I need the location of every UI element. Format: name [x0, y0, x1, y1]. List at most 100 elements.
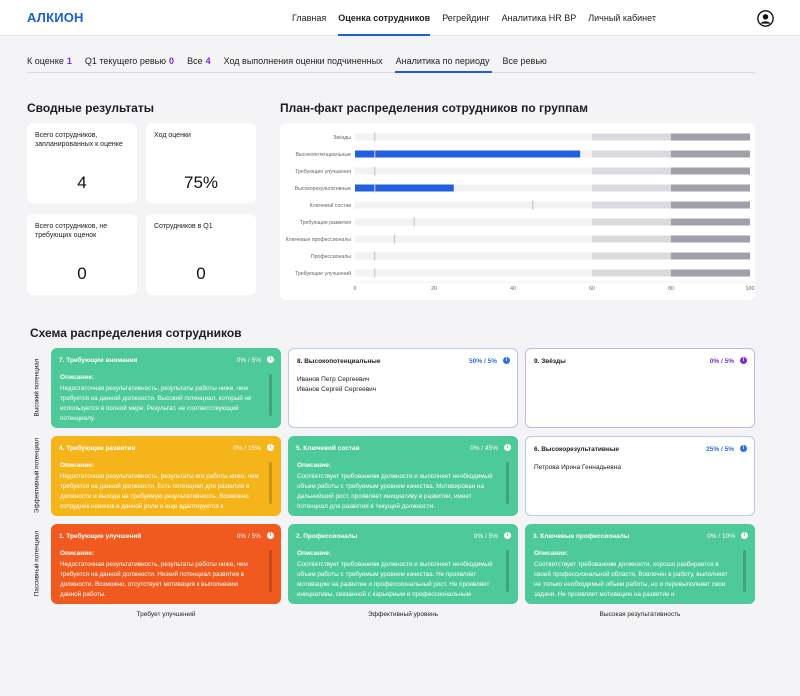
band-high	[671, 133, 750, 141]
employee-name[interactable]: Петрова Ирина Геннадьевна	[534, 464, 621, 471]
grid-cell[interactable]: 8. Высокопотенциальные 50% / 5% i Иванов Пе…	[288, 348, 518, 428]
y-tick-label: Высокопотенциальные	[295, 152, 351, 158]
nav-item-regrading[interactable]: Регрейдинг	[442, 13, 490, 23]
stat-value: 75%	[183, 173, 219, 192]
employee-list: Иванов Петр Сергеевич Иванов Сергей Серге…	[297, 375, 376, 395]
stat-card-progress: Ход оценки 75%	[146, 123, 256, 203]
y-tick-label: Высокорезультативные	[295, 186, 351, 192]
bar	[355, 150, 581, 158]
tab-all[interactable]: Все 4	[187, 50, 211, 72]
tab-all-reviews[interactable]: Все ревью	[503, 50, 547, 72]
band-mid	[592, 235, 671, 243]
row-label: Эффективный потенциал	[33, 437, 41, 514]
stat-value: 0	[196, 264, 206, 283]
cell-title: 2. Профессионалы	[296, 533, 358, 540]
grid-cell[interactable]: 7. Требующие внимания 0% / 5% i Описание: Не…	[51, 348, 281, 428]
x-tick-label: 80	[668, 286, 674, 292]
grid-cell[interactable]: 6. Высокорезультативные 25% / 5% i Петрова …	[525, 436, 755, 516]
grid-cell[interactable]: 9. Звёзды 0% / 5% i	[525, 348, 755, 428]
y-tick-label: Ключевые профессионалы	[286, 237, 352, 243]
tab-count-badge: 0	[169, 56, 175, 66]
description-label: Описание:	[60, 374, 94, 381]
info-icon[interactable]: i	[267, 532, 274, 539]
column-label: Требует улучшений	[136, 611, 196, 618]
band-high	[671, 235, 750, 243]
nav-item-employee-assessment[interactable]: Оценка сотрудников	[332, 0, 436, 36]
schema-title: Схема распределения сотрудников	[30, 326, 242, 340]
employee-name[interactable]: Иванов Сергей Сергеевич	[297, 386, 377, 393]
employee-name[interactable]: Иванов Петр Сергеевич	[297, 376, 370, 383]
x-tick-label: 100	[746, 286, 755, 292]
plan-marker	[393, 234, 396, 244]
tab-label: Аналитика по периоду	[395, 56, 490, 66]
scrollbar[interactable]	[506, 462, 509, 504]
grid-cell[interactable]: 2. Профессионалы 0% / 5% i Описание: Соответ…	[288, 524, 518, 604]
description-label: Описание:	[534, 550, 568, 557]
grid-cell[interactable]: 5. Ключевой состав 0% / 45% i Описание: Соот…	[288, 436, 518, 516]
cell-title: 8. Высокопотенциальные	[297, 358, 381, 365]
info-icon[interactable]: i	[503, 357, 510, 364]
band-mid	[592, 150, 671, 158]
info-icon[interactable]: i	[267, 444, 274, 451]
stat-label: Всего сотрудников, не требующих оценок	[35, 223, 108, 239]
scrollbar[interactable]	[506, 550, 509, 592]
description-text: Недостаточная результативность, результа…	[60, 473, 259, 510]
info-icon[interactable]: i	[740, 357, 747, 364]
grid-cell[interactable]: 3. Ключевые профессионалы 0% / 10% i Описан…	[525, 524, 755, 604]
cell-percentage: 0% / 5%	[473, 533, 498, 540]
band-high	[671, 201, 750, 209]
band-high	[671, 167, 750, 175]
scrollbar[interactable]	[269, 462, 272, 504]
tab-label: Все ревью	[502, 56, 547, 66]
info-icon[interactable]: i	[740, 445, 747, 452]
tab-count-badge: 1	[66, 56, 72, 66]
plan-marker	[413, 217, 415, 227]
scrollbar[interactable]	[743, 550, 746, 592]
description-text: Соответствует требованиям должности и вы…	[297, 561, 493, 598]
cell-percentage: 0% / 5%	[709, 358, 734, 365]
description-label: Описание:	[60, 462, 94, 469]
tab-count-badge: 4	[205, 56, 211, 66]
band-low	[355, 184, 592, 192]
nav-item-hr-bp-analytics[interactable]: Аналитика HR BP	[501, 13, 577, 23]
stat-label: Всего сотрудников, запланированных к оце…	[35, 132, 123, 148]
band-high	[671, 218, 750, 226]
tab-period-analytics[interactable]: Аналитика по периоду	[394, 50, 492, 73]
scrollbar[interactable]	[269, 550, 272, 592]
app-logo[interactable]: АЛКИОН	[27, 10, 84, 25]
band-low	[355, 252, 592, 260]
x-tick-label: 40	[510, 286, 516, 292]
cell-title: 1. Требующие улучшений	[59, 533, 142, 540]
nav-item-personal-account[interactable]: Личный кабинет	[588, 13, 656, 23]
plan-marker	[374, 268, 376, 278]
tab-subordinates-progress[interactable]: Ход выполнения оценки подчиненных	[224, 50, 383, 72]
cell-percentage: 50% / 5%	[469, 358, 497, 365]
plan-fact-chart: Звёзды Высокопотенциальные Требующие улучш…	[286, 132, 755, 292]
info-icon[interactable]: i	[741, 532, 748, 539]
description-text: Недостаточная результативность, результа…	[60, 561, 248, 598]
band-mid	[592, 218, 671, 226]
nav-item-home[interactable]: Главная	[292, 13, 327, 23]
tab-to-assess[interactable]: К оценке 1	[27, 50, 72, 72]
band-mid	[592, 269, 671, 277]
info-icon[interactable]: i	[504, 532, 511, 539]
user-avatar-icon[interactable]	[757, 10, 774, 27]
y-tick-label: Ключевой состав	[310, 202, 352, 209]
scrollbar[interactable]	[269, 374, 272, 416]
x-tick-label: 20	[431, 286, 437, 292]
plan-marker	[532, 200, 534, 210]
stat-value: 0	[77, 264, 87, 283]
band-high	[671, 184, 750, 192]
stat-card-planned: Всего сотрудников, запланированных к оце…	[27, 123, 137, 203]
main-nav: Главная Оценка сотрудников Регрейдинг Ан…	[286, 0, 662, 36]
y-tick-label: Звёзды	[333, 135, 351, 141]
band-low	[355, 235, 592, 243]
info-icon[interactable]: i	[267, 356, 274, 363]
grid-cell[interactable]: 1. Требующие улучшений 0% / 5% i Описание: Н…	[51, 524, 281, 604]
band-low	[355, 167, 592, 175]
x-tick-label: 0	[354, 286, 357, 292]
assessment-tabs: К оценке 1 Q1 текущего ревью 0 Все 4 Ход вы…	[27, 50, 755, 73]
info-icon[interactable]: i	[504, 444, 511, 451]
grid-cell[interactable]: 4. Требующие развития 0% / 15% i Описание: Н…	[51, 436, 281, 516]
tab-q1-current-review[interactable]: Q1 текущего ревью 0	[85, 50, 174, 72]
